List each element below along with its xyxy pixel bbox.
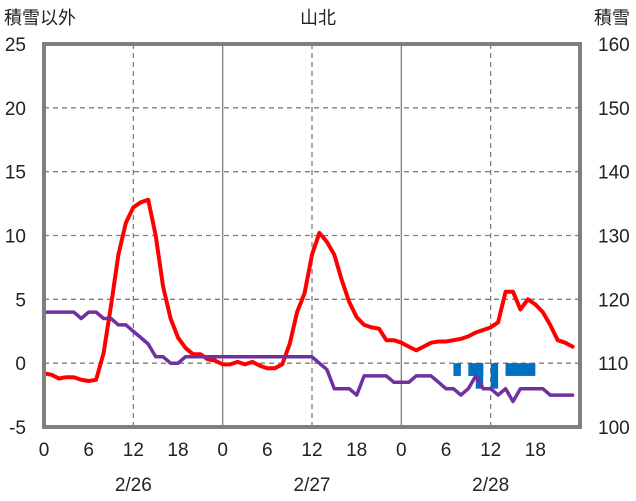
purple-series-line: [42, 310, 575, 404]
left-axis-title: 積雪以外: [4, 8, 76, 29]
right-tick-label: 130: [598, 227, 630, 248]
left-tick-label: 20: [5, 99, 26, 120]
chart-title: 山北: [300, 8, 336, 29]
bar: [505, 363, 536, 376]
bar: [490, 363, 499, 389]
right-tick-label: 120: [598, 290, 630, 311]
left-tick-label: 25: [5, 35, 26, 56]
date-label: 2/26: [115, 475, 152, 496]
right-tick-label: 140: [598, 163, 630, 184]
bar: [453, 363, 461, 376]
blue-bars: [453, 363, 536, 389]
x-tick-label: 12: [123, 440, 144, 461]
left-tick-label: -5: [9, 418, 26, 439]
red-series-line: [42, 197, 575, 383]
x-tick-label: 0: [39, 440, 50, 461]
data-series: [42, 197, 575, 404]
x-tick-label: 12: [480, 440, 501, 461]
x-tick-label: 18: [525, 440, 546, 461]
left-tick-label: 10: [5, 227, 26, 248]
x-tick-label: 18: [346, 440, 367, 461]
left-tick-label: 15: [5, 163, 26, 184]
x-axis-ticks: 0 6 12 18 0 6 12 18 0 6 12 18: [39, 440, 546, 461]
x-tick-label: 6: [441, 440, 452, 461]
right-tick-label: 110: [598, 354, 628, 375]
x-tick-label: 6: [262, 440, 273, 461]
right-axis-title: 積雪: [594, 8, 630, 29]
right-axis-ticks: 100 110 120 130 140 150 160: [598, 35, 630, 439]
x-tick-label: 6: [83, 440, 94, 461]
date-label: 2/27: [294, 475, 331, 496]
x-tick-label: 0: [396, 440, 407, 461]
x-tick-label: 0: [217, 440, 228, 461]
right-tick-label: 160: [598, 35, 630, 56]
left-axis-ticks: -5 0 5 10 15 20 25: [5, 35, 26, 439]
left-tick-label: 5: [15, 290, 26, 311]
plot-area-frame: [42, 42, 582, 429]
left-tick-label: 0: [15, 354, 26, 375]
x-tick-label: 18: [167, 440, 188, 461]
date-label: 2/28: [472, 475, 509, 496]
bar: [475, 363, 484, 389]
right-tick-label: 100: [598, 418, 630, 439]
x-tick-label: 12: [301, 440, 322, 461]
x-axis-date-labels: 2/26 2/27 2/28: [115, 475, 509, 496]
right-tick-label: 150: [598, 99, 630, 120]
